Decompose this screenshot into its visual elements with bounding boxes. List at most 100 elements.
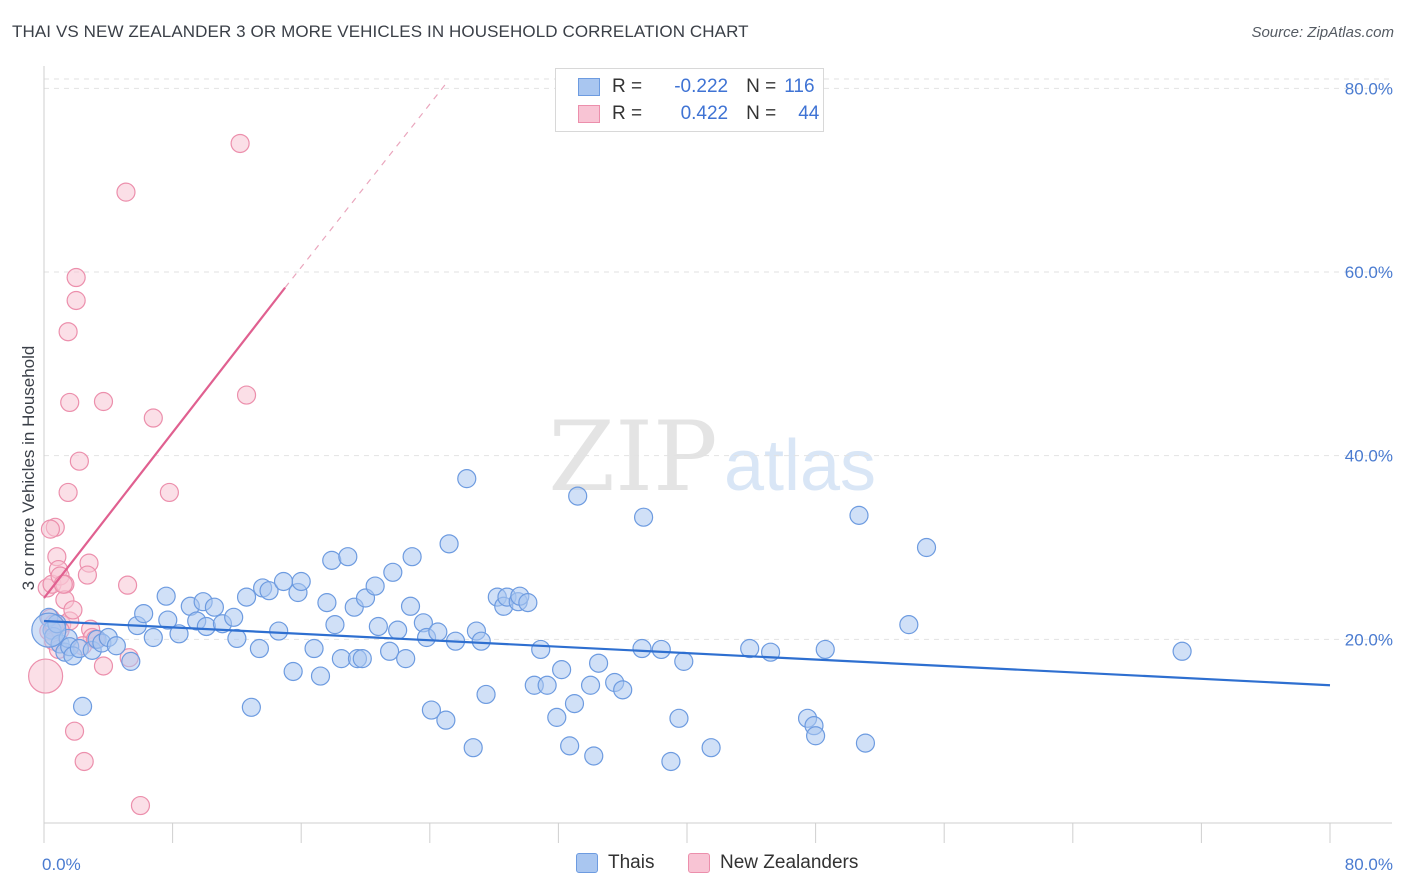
- series-legend-new-zealanders[interactable]: New Zealanders: [688, 852, 858, 874]
- thai-point: [547, 707, 567, 727]
- thai-point: [421, 700, 442, 720]
- nz-point: [74, 751, 94, 772]
- thai-point: [241, 697, 261, 717]
- thai-point: [899, 615, 919, 635]
- nz-point: [143, 408, 163, 428]
- nz-point-large: [28, 658, 64, 694]
- trend-lines: [43, 83, 1331, 687]
- thai-point: [317, 593, 337, 613]
- thai-point: [580, 675, 601, 695]
- series-label-thais: Thais: [608, 852, 655, 873]
- nz-point: [66, 267, 86, 288]
- series-swatch-new-zealanders: [688, 853, 710, 873]
- thai-point: [537, 675, 557, 695]
- thai-point: [661, 751, 681, 772]
- thai-point: [564, 694, 585, 714]
- thai-point: [436, 710, 456, 730]
- thai-point: [380, 641, 400, 661]
- y-axis-label: 3 or more Vehicles in Household: [19, 346, 38, 591]
- legend-r-value: -0.222: [674, 76, 729, 97]
- thai-point: [584, 746, 604, 766]
- watermark-atlas: atlas: [724, 426, 876, 506]
- series-label-new-zealanders: New Zealanders: [720, 852, 859, 873]
- nz-point: [58, 482, 78, 503]
- nz-point: [60, 392, 80, 413]
- thai-point: [196, 616, 216, 637]
- thai-point: [396, 649, 416, 669]
- thai-trend-line: [43, 619, 1331, 687]
- thai-point: [304, 638, 324, 659]
- legend-n-label: N =: [746, 76, 777, 97]
- thai-point: [236, 587, 257, 607]
- legend-row-new-zealanders: R = 0.422 N = 44: [578, 101, 819, 127]
- thai-point: [204, 597, 224, 617]
- thai-point: [669, 708, 689, 728]
- legend-r-value: 0.422: [680, 103, 729, 124]
- nz-point: [63, 600, 83, 620]
- thai-point: [633, 507, 654, 527]
- source-credit: Source: ZipAtlas.com: [1251, 24, 1394, 41]
- thai-point: [531, 639, 551, 660]
- thai-point: [568, 486, 588, 506]
- legend-r-label: R =: [612, 103, 643, 124]
- thai-point: [383, 562, 403, 582]
- legend-row-thais: R = -0.222 N = 116: [578, 74, 815, 100]
- nz-point: [130, 795, 151, 816]
- nz-point: [236, 385, 257, 405]
- thai-point: [325, 615, 345, 635]
- y-tick-label: 40.0%: [1345, 447, 1393, 466]
- grid-lines: [44, 78, 1392, 640]
- nz-point: [69, 451, 89, 471]
- thai-point: [805, 726, 826, 746]
- thai-point: [463, 738, 483, 758]
- nz-point: [77, 565, 98, 585]
- nz-point: [53, 574, 73, 594]
- thai-point: [701, 738, 721, 758]
- axes: [43, 66, 1392, 843]
- nz-point: [93, 391, 114, 412]
- y-tick-labels: 20.0% 40.0% 60.0% 80.0%: [1345, 79, 1393, 649]
- thai-point: [476, 684, 496, 705]
- nz-points: [28, 133, 257, 816]
- nz-trend-extension: [284, 83, 447, 289]
- y-tick-label: 80.0%: [1345, 79, 1393, 98]
- legend: R = -0.222 N = 116 R = 0.422 N = 44: [555, 68, 824, 132]
- thai-point: [400, 596, 421, 616]
- thai-point: [368, 616, 388, 637]
- series-swatch-thais: [576, 853, 598, 873]
- legend-swatch-thais: [578, 78, 600, 96]
- thai-point: [588, 653, 609, 673]
- thai-point: [518, 593, 538, 613]
- thai-point: [269, 621, 289, 641]
- legend-r-label: R =: [612, 76, 643, 97]
- legend-n-label: N =: [746, 103, 777, 124]
- thai-point: [352, 649, 372, 669]
- thai-point: [674, 651, 694, 671]
- thai-point: [224, 607, 244, 627]
- x-tick-label: 80.0%: [1345, 855, 1393, 874]
- nz-point: [159, 482, 179, 503]
- thai-point: [740, 638, 760, 659]
- thai-point: [552, 660, 572, 680]
- legend-swatch-new-zealanders: [578, 105, 600, 123]
- series-legend: Thais New Zealanders: [0, 852, 1406, 878]
- nz-point: [64, 721, 85, 741]
- thai-point: [322, 550, 342, 570]
- thai-point: [1172, 641, 1192, 661]
- thai-point: [158, 610, 178, 630]
- nz-point: [58, 322, 78, 342]
- thai-point: [249, 638, 270, 659]
- thai-point: [134, 604, 154, 624]
- series-legend-thais[interactable]: Thais: [576, 852, 654, 874]
- thai-point: [156, 586, 176, 606]
- thai-point: [439, 534, 459, 554]
- nz-point: [93, 656, 114, 676]
- thai-point: [471, 631, 491, 651]
- nz-point: [230, 133, 250, 154]
- thai-point: [291, 571, 311, 592]
- thai-point: [106, 636, 126, 656]
- x-tick-labels: 0.0% 80.0%: [42, 855, 1393, 874]
- nz-point: [116, 182, 136, 202]
- nz-point: [40, 519, 61, 539]
